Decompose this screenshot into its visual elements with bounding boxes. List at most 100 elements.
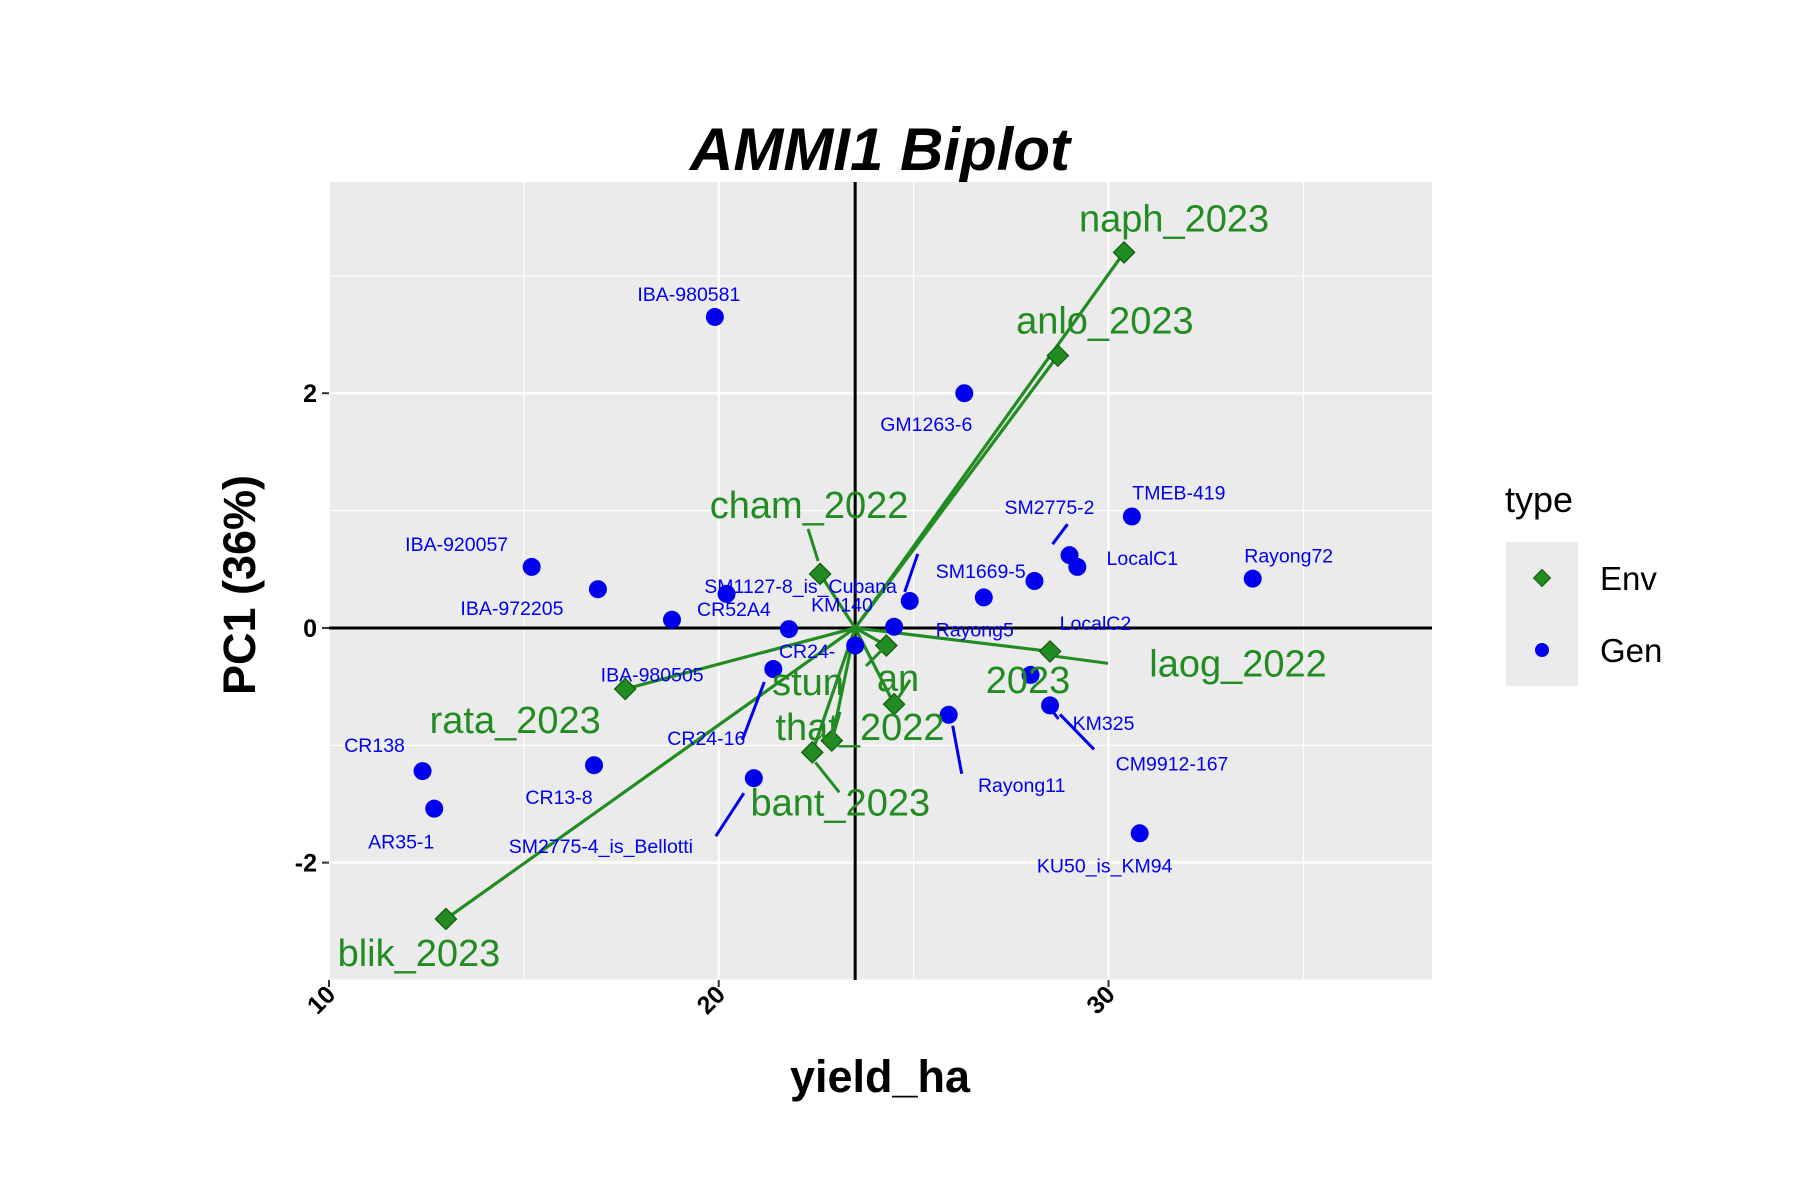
gen-label-leaders [714, 523, 1096, 837]
gen-label-leader [1051, 523, 1069, 546]
x-tick-label: 30 [1081, 980, 1120, 1019]
gen-point [522, 557, 541, 576]
env-label: cham_2022 [710, 485, 909, 527]
x-axis-title: yield_ha [790, 1051, 971, 1102]
env-point [808, 562, 832, 586]
gen-label: AR35-1 [368, 832, 434, 854]
env-label-overlap: 2023 [986, 660, 1071, 702]
y-tick-label: 0 [303, 615, 317, 643]
gen-label: CR24- [779, 641, 835, 663]
gen-label: SM2775-4_is_Bellotti [509, 836, 693, 858]
y-tick-label: -2 [295, 850, 317, 878]
gen-point [1021, 665, 1040, 684]
gen-point [585, 756, 604, 775]
gen-label: LocalC1 [1107, 548, 1179, 570]
reference-lines [329, 182, 1432, 980]
gen-point [955, 384, 974, 403]
gen-label: CR24-16 [667, 728, 745, 750]
env-point [1038, 639, 1062, 663]
env-label-overlap: that_2022 [775, 707, 944, 749]
env-vector-line [444, 626, 857, 921]
env-point [434, 907, 458, 931]
gen-label: Rayong11 [978, 775, 1065, 797]
env-label-overlap: an [877, 658, 919, 700]
gen-point [974, 588, 993, 607]
legend: type Env Gen [1505, 479, 1662, 686]
gen-label: SM1127-8_is_Cubana [704, 576, 897, 598]
legend-label-gen: Gen [1600, 632, 1662, 669]
env-vector-line [853, 354, 1060, 629]
gen-label: CR13-8 [525, 787, 592, 809]
env-label: bant_2023 [750, 782, 930, 824]
gen-label-leader [1058, 713, 1096, 751]
env-vector-line [624, 626, 856, 691]
gen-label: IBA-920057 [405, 534, 508, 556]
gen-label: SM1669-5 [936, 561, 1026, 583]
x-tick-label: 10 [302, 980, 341, 1019]
gen-point [425, 799, 444, 818]
chart-title: AMMI1 Biplot [688, 116, 1073, 183]
gen-point [1130, 824, 1149, 843]
gen-label: IBA-980581 [637, 284, 740, 306]
env-label: laog_2022 [1149, 643, 1327, 685]
gen-point [413, 762, 432, 781]
env-point [613, 677, 637, 701]
env-label-leader [892, 679, 912, 706]
gen-label: Rayong72 [1244, 546, 1333, 568]
env-point [1046, 344, 1070, 368]
gen-point [717, 584, 736, 603]
gen-label-leader [714, 792, 746, 837]
gen-label: LocalC2 [1060, 613, 1132, 635]
gen-point [764, 660, 783, 679]
gen-label: IBA-980505 [601, 665, 704, 687]
gen-point [705, 307, 724, 326]
gen-label: KM325 [1073, 713, 1135, 735]
gen-point [588, 580, 607, 599]
env-point [800, 740, 824, 764]
gen-point [1243, 569, 1262, 588]
env-label: naph_2023 [1079, 198, 1269, 240]
env-label-leader [806, 528, 820, 562]
gen-point [744, 769, 763, 788]
gen-point [1068, 557, 1087, 576]
legend-key-gen-dot [1535, 643, 1549, 657]
env-label: rata_2023 [430, 700, 601, 742]
legend-key-env-diamond [1532, 568, 1552, 588]
gen-point [1122, 507, 1141, 526]
gen-labels: IBA-980581 GM1263-6 TMEB-419 SM2775-2 LocalC… [344, 284, 1333, 877]
gen-point [779, 620, 798, 639]
legend-label-env: Env [1600, 560, 1657, 597]
gen-points [413, 307, 1262, 843]
gen-point [846, 636, 865, 655]
gen-label: CR138 [344, 735, 405, 757]
gen-label: SM2775-2 [1005, 497, 1095, 519]
env-point [1112, 240, 1136, 264]
gen-label: KM140 [811, 595, 873, 617]
legend-title: type [1505, 479, 1573, 520]
env-label-leader [1055, 654, 1109, 665]
x-tick-label: 20 [692, 980, 731, 1019]
gen-label: CR52A4 [697, 599, 771, 621]
gen-point [662, 610, 681, 629]
gen-point [1041, 696, 1060, 715]
env-label-overlap: stun [772, 662, 844, 704]
overlapping-env-labels: stun an 2023 that_2022 [772, 644, 1071, 749]
gen-point [885, 617, 904, 636]
gen-label: Rayong5 [936, 619, 1014, 641]
env-label: blik_2023 [338, 933, 501, 975]
y-axis-title: PC1 (36%) [214, 475, 265, 695]
env-labels: naph_2023 anlo_2023 cham_2022 laog_2022rata… [338, 198, 1327, 975]
y-tick-label: 2 [303, 380, 317, 408]
env-vector-line [818, 573, 857, 629]
gen-point [1025, 572, 1044, 590]
env-label-leader [864, 644, 888, 668]
gen-label: GM1263-6 [880, 414, 972, 436]
gen-label: KU50_is_KM94 [1037, 855, 1173, 877]
gen-label: IBA-972205 [460, 598, 563, 620]
env-label-leader [830, 711, 842, 742]
gen-label-leader [740, 681, 766, 741]
gen-label: TMEB-419 [1132, 482, 1225, 504]
gen-label-leader [903, 553, 920, 593]
gen-label: CM9912-167 [1116, 753, 1229, 775]
